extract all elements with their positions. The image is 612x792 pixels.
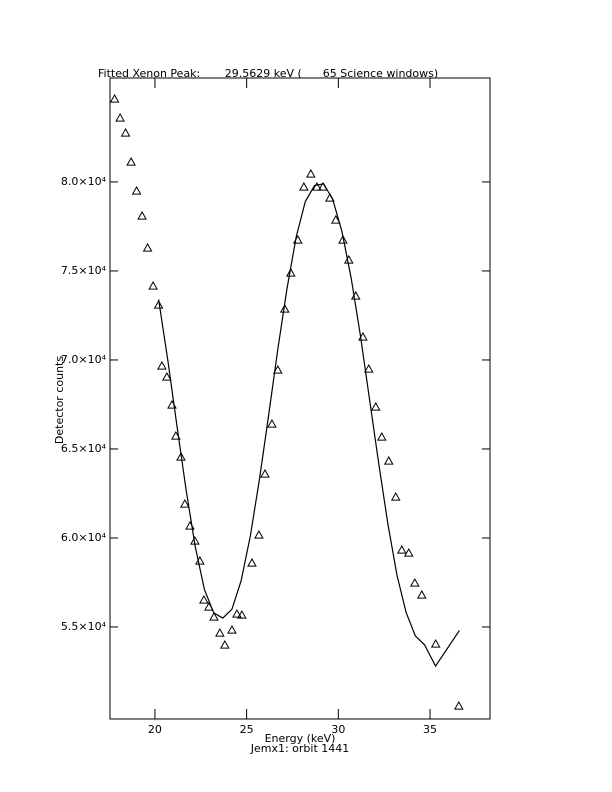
data-point	[338, 234, 348, 244]
data-point	[396, 544, 407, 554]
x-tick-label: 25	[240, 723, 254, 736]
data-point	[299, 181, 309, 191]
data-point	[219, 639, 230, 649]
data-point	[153, 299, 164, 309]
data-point	[453, 700, 464, 710]
data-point	[215, 627, 225, 637]
data-point	[430, 638, 441, 648]
data-point	[403, 547, 414, 557]
x-tick-label: 20	[148, 723, 162, 736]
data-point	[109, 93, 120, 103]
x-tick-label: 35	[423, 723, 437, 736]
data-point	[370, 401, 381, 411]
data-point	[254, 529, 264, 539]
y-tick-label: 7.5×10⁴	[61, 264, 107, 277]
y-tick-label: 6.0×10⁴	[61, 531, 107, 544]
data-point	[260, 468, 270, 478]
data-point	[237, 609, 247, 619]
data-point	[350, 290, 361, 300]
data-point	[247, 557, 257, 567]
data-point	[120, 127, 131, 137]
data-point	[312, 181, 322, 191]
data-point	[126, 156, 136, 166]
data-point	[148, 280, 158, 290]
data-point	[209, 611, 219, 621]
y-tick-label: 8.0×10⁴	[61, 175, 107, 188]
data-point	[343, 254, 354, 264]
data-point	[376, 431, 387, 441]
data-point	[179, 498, 190, 508]
fit-line	[158, 183, 460, 668]
footnote: Jemx1: orbit 1441	[250, 742, 350, 755]
data-point	[285, 267, 296, 277]
data-point	[131, 185, 142, 195]
x-axis-label: Energy (keV)	[265, 732, 336, 745]
y-tick-label: 6.5×10⁴	[61, 442, 107, 455]
data-point	[195, 555, 205, 565]
plot-frame	[109, 77, 491, 720]
data-point	[330, 214, 341, 224]
data-point	[157, 360, 167, 370]
data-point	[305, 168, 316, 178]
data-point	[267, 418, 277, 428]
y-tick-label: 5.5×10⁴	[61, 620, 107, 633]
data-point	[416, 589, 427, 599]
data-point	[232, 608, 242, 618]
data-point	[383, 455, 394, 465]
data-point	[363, 363, 374, 373]
y-axis-label: Detector counts	[53, 356, 66, 444]
data-point	[176, 451, 186, 461]
data-point	[409, 577, 420, 587]
data-point	[279, 303, 290, 313]
data-point	[142, 242, 153, 252]
data-point	[227, 624, 237, 634]
y-tick-label: 7.0×10⁴	[61, 353, 107, 366]
chart-title: Fitted Xenon Peak: 29.5629 keV ( 65 Scie…	[98, 67, 438, 80]
x-tick-label: 30	[331, 723, 345, 736]
data-point	[390, 491, 401, 501]
data-point	[199, 594, 209, 604]
data-point	[272, 364, 283, 374]
data-point	[137, 210, 147, 220]
data-point	[115, 112, 125, 122]
data-point	[162, 371, 172, 381]
